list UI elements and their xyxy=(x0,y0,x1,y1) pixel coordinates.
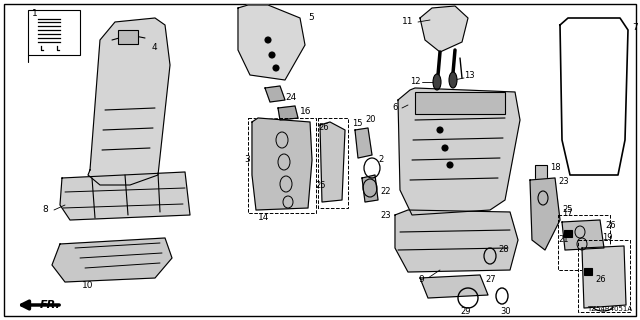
Polygon shape xyxy=(60,172,190,220)
Polygon shape xyxy=(278,106,298,120)
Bar xyxy=(584,268,592,275)
Text: 24: 24 xyxy=(285,92,296,101)
Text: 25: 25 xyxy=(562,205,573,214)
Bar xyxy=(578,240,630,312)
Text: 22: 22 xyxy=(380,188,390,196)
Text: 28: 28 xyxy=(498,245,509,254)
Text: 29: 29 xyxy=(460,308,470,316)
Text: 21: 21 xyxy=(558,236,568,244)
Polygon shape xyxy=(52,238,172,282)
Polygon shape xyxy=(562,220,604,250)
Text: 30: 30 xyxy=(500,308,511,316)
Text: 5: 5 xyxy=(308,13,314,22)
Text: 2: 2 xyxy=(378,156,383,164)
Polygon shape xyxy=(265,86,285,102)
Polygon shape xyxy=(398,88,520,215)
Polygon shape xyxy=(88,18,170,185)
Polygon shape xyxy=(582,246,626,308)
Text: 9: 9 xyxy=(418,276,424,284)
Bar xyxy=(415,92,505,114)
Ellipse shape xyxy=(449,72,457,88)
Text: FR.: FR. xyxy=(40,300,60,310)
Bar xyxy=(558,215,610,270)
Text: 26: 26 xyxy=(595,276,605,284)
Bar xyxy=(248,118,316,213)
Bar xyxy=(318,118,348,208)
Bar xyxy=(118,30,138,44)
Polygon shape xyxy=(320,122,345,202)
Text: 25: 25 xyxy=(315,180,326,189)
Text: 18: 18 xyxy=(550,164,561,172)
Polygon shape xyxy=(420,275,488,298)
Text: 16: 16 xyxy=(300,108,312,116)
Bar xyxy=(564,230,572,237)
Bar xyxy=(535,165,547,225)
Text: 23: 23 xyxy=(558,178,568,187)
Ellipse shape xyxy=(265,37,271,43)
Text: 4: 4 xyxy=(152,44,157,52)
Ellipse shape xyxy=(442,145,448,151)
Polygon shape xyxy=(238,5,305,80)
Text: 11: 11 xyxy=(402,18,413,27)
Text: 19: 19 xyxy=(602,234,612,243)
Bar xyxy=(28,10,80,55)
Text: 3: 3 xyxy=(244,156,250,164)
Ellipse shape xyxy=(447,162,453,168)
Text: 14: 14 xyxy=(258,213,269,222)
Text: 7: 7 xyxy=(632,23,637,33)
Polygon shape xyxy=(530,178,560,250)
Text: 1: 1 xyxy=(32,10,38,19)
Text: 8: 8 xyxy=(42,205,48,214)
Text: 13: 13 xyxy=(464,70,475,79)
Ellipse shape xyxy=(273,65,279,71)
Text: 26: 26 xyxy=(605,220,616,229)
Polygon shape xyxy=(355,128,372,158)
Text: 20: 20 xyxy=(365,116,376,124)
Text: 26: 26 xyxy=(318,124,328,132)
Text: 23: 23 xyxy=(380,211,390,220)
Text: 12: 12 xyxy=(410,77,420,86)
Text: 10: 10 xyxy=(83,281,93,290)
Polygon shape xyxy=(420,6,468,52)
Polygon shape xyxy=(362,175,378,202)
Polygon shape xyxy=(252,118,312,210)
Text: TZ54B4051A: TZ54B4051A xyxy=(587,306,632,312)
Ellipse shape xyxy=(437,127,443,133)
Text: 6: 6 xyxy=(392,103,397,113)
Polygon shape xyxy=(395,210,518,272)
Ellipse shape xyxy=(269,52,275,58)
Text: 27: 27 xyxy=(485,276,495,284)
Text: 15: 15 xyxy=(352,119,362,129)
Text: 17: 17 xyxy=(562,209,573,218)
Ellipse shape xyxy=(433,74,441,90)
